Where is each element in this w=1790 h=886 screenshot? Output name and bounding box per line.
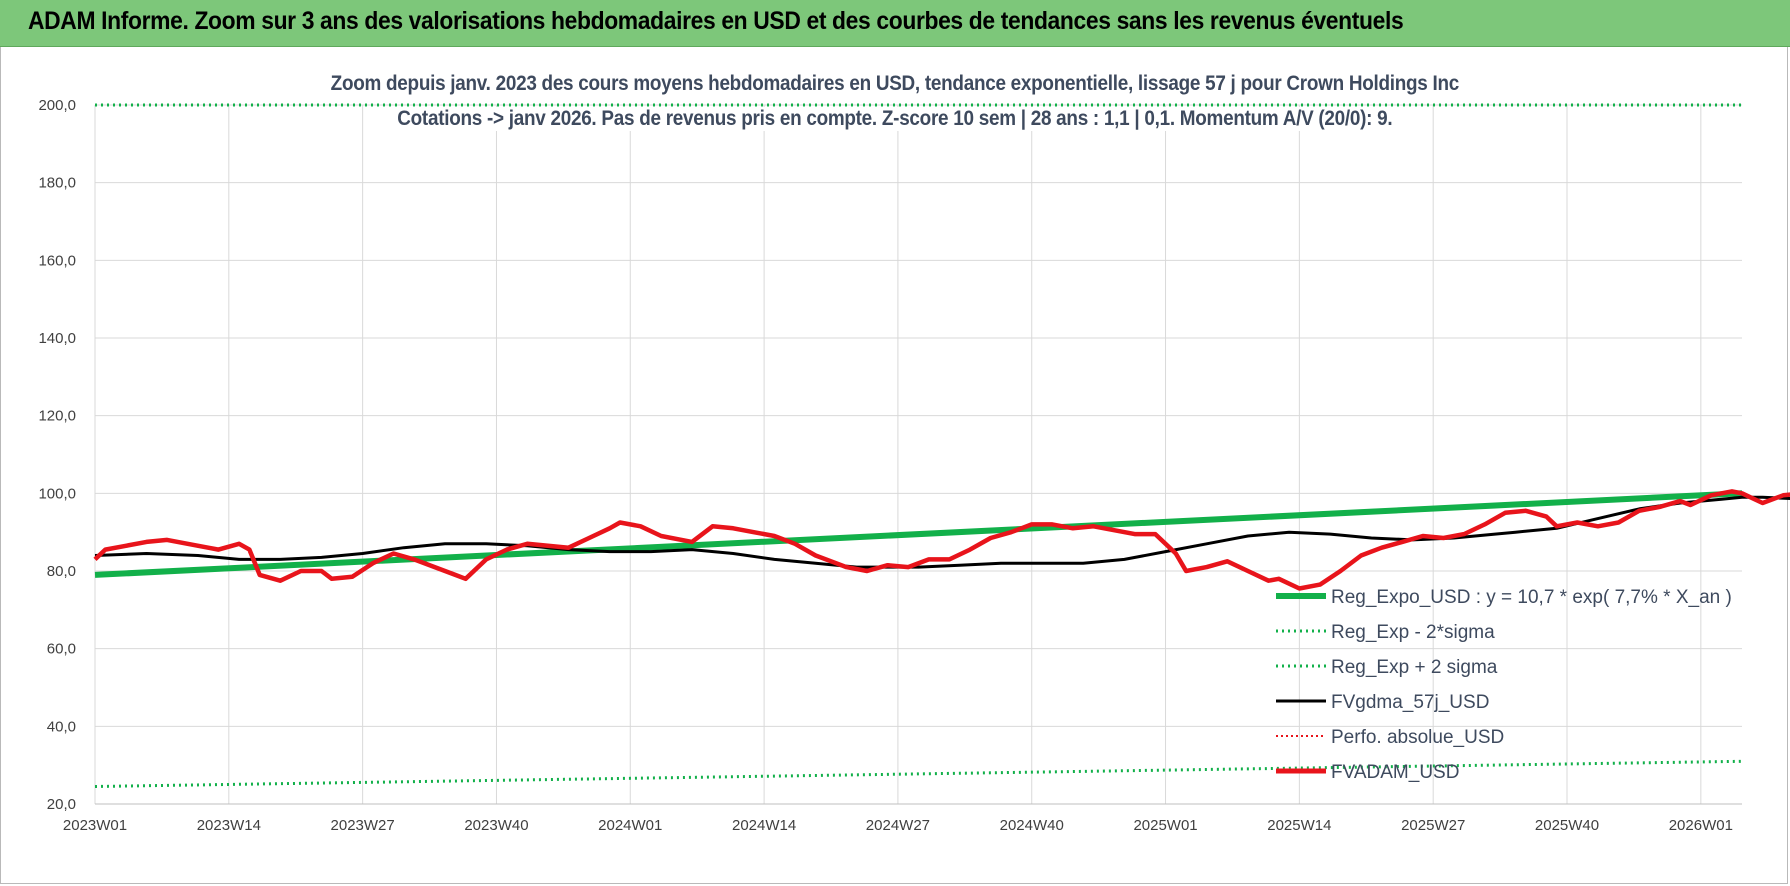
legend-label: FVADAM_USD (1331, 762, 1459, 783)
banner-title: ADAM Informe. Zoom sur 3 ans des valoris… (28, 7, 1404, 35)
legend-label: FVgdma_57j_USD (1331, 692, 1489, 713)
chart-title-text-2: Cotations -> janv 2026. Pas de revenus p… (390, 107, 1400, 131)
y-tick-label: 160,0 (38, 252, 76, 269)
y-tick-label: 140,0 (38, 330, 76, 347)
x-tick-label: 2023W27 (331, 817, 395, 834)
x-tick-label: 2025W27 (1401, 817, 1465, 834)
x-tick-label: 2023W40 (464, 817, 528, 834)
chart-title-line-1: Zoom depuis janv. 2023 des cours moyens … (0, 72, 1790, 96)
x-tick-label: 2024W27 (866, 817, 930, 834)
y-tick-label: 100,0 (38, 485, 76, 502)
series-fvgdma (94, 495, 1790, 569)
legend-label: Reg_Exp + 2 sigma (1331, 657, 1498, 678)
x-tick-label: 2025W01 (1133, 817, 1197, 834)
y-tick-label: 20,0 (47, 796, 76, 813)
y-tick-label: 180,0 (38, 175, 76, 192)
y-tick-label: 60,0 (47, 641, 76, 658)
x-tick-label: 2024W40 (1000, 817, 1064, 834)
y-tick-label: 120,0 (38, 408, 76, 425)
x-tick-label: 2025W40 (1535, 817, 1599, 834)
y-tick-label: 80,0 (47, 563, 76, 580)
series-reg-minus-2sigma (94, 759, 1743, 788)
legend-label: Reg_Exp - 2*sigma (1331, 622, 1495, 643)
chart-legend: Reg_Expo_USD : y = 10,7 * exp( 7,7% * X_… (1276, 587, 1732, 783)
x-tick-label: 2024W14 (732, 817, 796, 834)
legend-label: Reg_Expo_USD : y = 10,7 * exp( 7,7% * X_… (1331, 587, 1732, 608)
chart-title-line-2: Cotations -> janv 2026. Pas de revenus p… (0, 107, 1790, 131)
legend-label: Perfo. absolue_USD (1331, 727, 1504, 748)
y-tick-label: 40,0 (47, 718, 76, 735)
x-tick-label: 2026W01 (1669, 817, 1733, 834)
x-tick-label: 2025W14 (1267, 817, 1331, 834)
x-tick-label: 2023W01 (63, 817, 127, 834)
report-banner: ADAM Informe. Zoom sur 3 ans des valoris… (0, 0, 1790, 47)
y-tick-label: 200,0 (38, 97, 76, 114)
series-reg-expo (94, 490, 1743, 578)
series-fvadam (93, 489, 1790, 591)
x-tick-label: 2023W14 (197, 817, 261, 834)
chart-title-text-1: Zoom depuis janv. 2023 des cours moyens … (323, 72, 1467, 96)
x-tick-label: 2024W01 (598, 817, 662, 834)
